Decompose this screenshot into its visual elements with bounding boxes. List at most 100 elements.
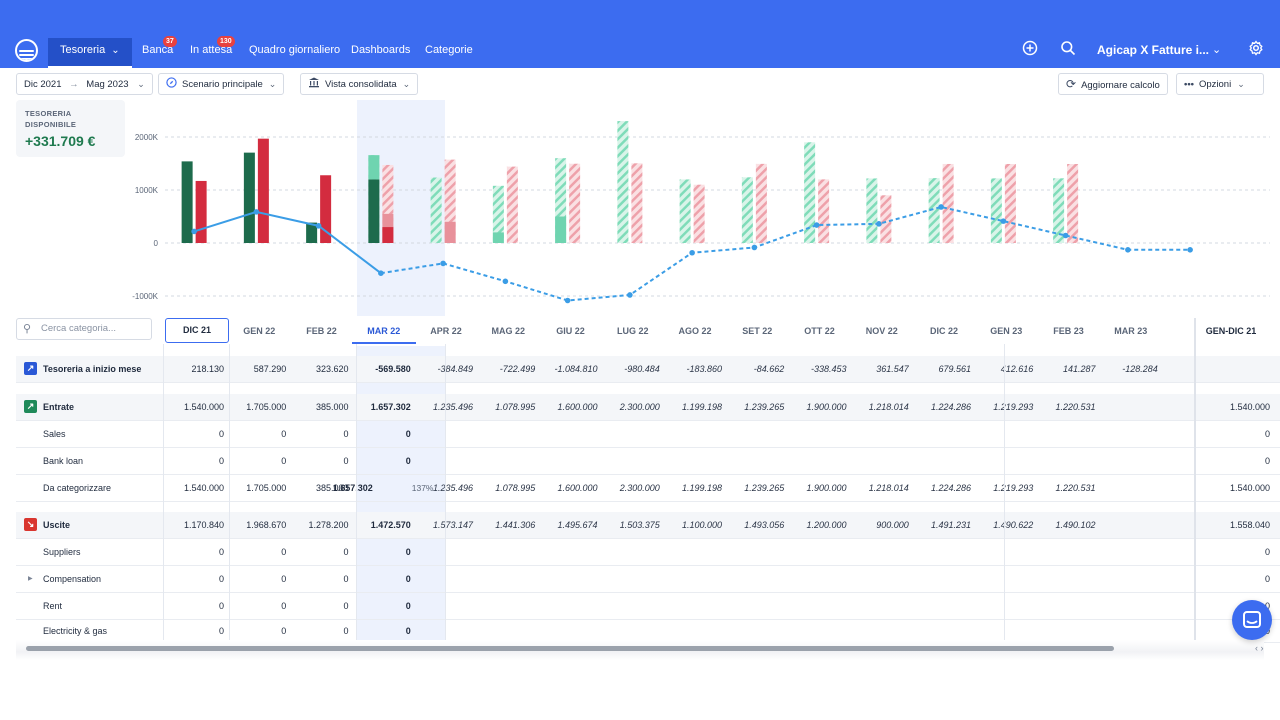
month-header-cell[interactable]: AGO 22 — [678, 326, 712, 336]
month-header-cell[interactable]: MAG 22 — [491, 326, 525, 336]
table-cell[interactable]: 1.540.000 — [1229, 402, 1270, 412]
table-cell[interactable]: 0 — [343, 547, 349, 557]
nav-tab-tesoreria[interactable]: Tesoreria ⌄ — [48, 38, 132, 68]
table-cell[interactable]: 0 — [218, 456, 224, 466]
table-cell[interactable]: 1.705.000 — [246, 483, 287, 493]
table-cell[interactable]: 1.224.286 — [930, 402, 971, 412]
table-cell[interactable]: 1.558.040 — [1229, 520, 1270, 530]
month-header-cell[interactable]: MAR 23 — [1114, 326, 1148, 336]
table-cell[interactable]: 0 — [218, 429, 224, 439]
table-cell[interactable]: 2.300.000 — [619, 402, 660, 412]
table-cell[interactable]: 1.540.000 — [1229, 483, 1270, 493]
table-cell[interactable]: 1.600.000 — [557, 483, 598, 493]
table-section-row[interactable]: ↗ Tesoreria a inizio mese 218.130 587.290 32… — [16, 356, 1280, 382]
month-header-cell[interactable]: GEN 22 — [243, 326, 276, 336]
date-range-selector[interactable]: Dic 2021 → Mag 2023 ⌄ — [16, 73, 153, 95]
table-row[interactable]: Bank loan 0 0 0 0 0 — [16, 448, 1280, 474]
table-cell[interactable]: 1.200.000 — [806, 520, 847, 530]
table-cell[interactable]: 0 — [405, 456, 411, 466]
nav-tab-quadro-giornaliero[interactable]: Quadro giornaliero — [249, 38, 340, 68]
chevron-down-icon[interactable]: ⌄ — [1212, 44, 1222, 56]
table-cell[interactable]: 0 — [281, 429, 287, 439]
table-cell[interactable]: 1.078.995 — [495, 483, 536, 493]
table-cell[interactable]: 1.199.198 — [681, 483, 722, 493]
table-cell[interactable]: 1.493.056 — [744, 520, 785, 530]
agicap-logo-icon[interactable] — [15, 39, 38, 62]
table-row[interactable]: Da categorizzare 1.540.000 1.705.000 385.00… — [16, 475, 1280, 501]
table-cell[interactable]: 0 — [343, 429, 349, 439]
table-cell[interactable]: 0 — [405, 429, 411, 439]
table-cell[interactable]: -569.580 — [375, 364, 411, 374]
add-circle-icon[interactable] — [1020, 40, 1040, 60]
table-cell[interactable]: 0 — [343, 574, 349, 584]
table-cell[interactable]: 1.540.000 — [183, 483, 224, 493]
table-cell[interactable]: -183.860 — [686, 364, 722, 374]
table-cell[interactable]: 1.235.496 — [432, 483, 473, 493]
gear-icon[interactable] — [1246, 40, 1266, 60]
table-cell[interactable]: 1.218.014 — [868, 483, 909, 493]
options-menu-button[interactable]: ••• Opzioni ⌄ — [1176, 73, 1264, 95]
table-cell[interactable]: 1.657.302 — [332, 483, 373, 493]
table-cell[interactable]: 1.219.293 — [993, 402, 1034, 412]
table-cell[interactable]: 587.290 — [253, 364, 287, 374]
table-cell[interactable]: 1.224.286 — [930, 483, 971, 493]
table-cell[interactable]: 0 — [405, 574, 411, 584]
month-header-cell[interactable]: APR 22 — [430, 326, 462, 336]
nav-tab-dashboards[interactable]: Dashboards — [351, 38, 410, 68]
table-cell[interactable]: 1.705.000 — [246, 402, 287, 412]
table-cell[interactable]: 0 — [1264, 429, 1270, 439]
table-cell[interactable]: 1.968.670 — [246, 520, 287, 530]
table-cell[interactable]: 900.000 — [876, 520, 909, 530]
nav-tab-banca[interactable]: Banca 37 — [142, 36, 177, 68]
table-cell[interactable]: 412.616 — [1000, 364, 1034, 374]
table-cell[interactable]: 0 — [218, 626, 224, 636]
scroll-arrows-icon[interactable]: ‹ › — [1255, 643, 1264, 653]
table-cell[interactable]: 385.000 — [315, 483, 349, 493]
month-header-cell[interactable]: DIC 21 — [165, 318, 229, 343]
table-cell[interactable]: -1.084.810 — [554, 364, 598, 374]
table-cell[interactable]: 1.900.000 — [806, 402, 847, 412]
chat-support-button[interactable] — [1232, 600, 1272, 640]
table-cell[interactable]: 0 — [343, 626, 349, 636]
table-cell[interactable]: 1.235.496 — [432, 402, 473, 412]
table-cell[interactable]: -128.284 — [1122, 364, 1158, 374]
table-cell[interactable]: -338.453 — [810, 364, 847, 374]
table-cell[interactable]: 0 — [218, 574, 224, 584]
month-header-cell[interactable]: GIU 22 — [556, 326, 585, 336]
view-selector[interactable]: Vista consolidata ⌄ — [300, 73, 419, 95]
table-cell[interactable]: 1.495.674 — [557, 520, 598, 530]
month-header-cell[interactable]: SET 22 — [742, 326, 773, 336]
table-section-row[interactable]: ↘ Uscite 1.170.840 1.968.670 1.278.200 1.472.… — [16, 512, 1280, 538]
month-header-cell[interactable]: OTT 22 — [804, 326, 835, 336]
table-cell[interactable]: 1.239.265 — [744, 483, 785, 493]
table-cell[interactable]: 1.219.293 — [993, 483, 1034, 493]
table-cell[interactable]: 0 — [343, 601, 349, 611]
table-cell[interactable]: 0 — [281, 547, 287, 557]
table-cell[interactable]: 218.130 — [191, 364, 224, 374]
table-cell[interactable]: 1.170.840 — [183, 520, 224, 530]
table-cell[interactable]: 1.472.570 — [370, 520, 411, 530]
table-cell[interactable]: 1.100.000 — [681, 520, 722, 530]
table-cell[interactable]: 0 — [281, 456, 287, 466]
table-cell[interactable]: 0 — [1264, 547, 1270, 557]
table-cell[interactable]: 385.000 — [315, 402, 349, 412]
table-cell[interactable]: -384.849 — [437, 364, 473, 374]
table-cell[interactable]: -722.499 — [499, 364, 536, 374]
table-cell[interactable]: 1.490.102 — [1055, 520, 1096, 530]
table-cell[interactable]: 0 — [405, 601, 411, 611]
table-cell[interactable]: 1.220.531 — [1055, 402, 1096, 412]
month-header-cell[interactable]: GEN 23 — [990, 326, 1023, 336]
table-row[interactable]: Suppliers 0 0 0 0 0 — [16, 539, 1280, 565]
table-cell[interactable]: 0 — [281, 626, 287, 636]
table-cell[interactable]: 1.078.995 — [495, 402, 536, 412]
table-cell[interactable]: 1.220.531 — [1055, 483, 1096, 493]
table-cell[interactable]: -980.484 — [624, 364, 660, 374]
table-cell[interactable]: 0 — [343, 456, 349, 466]
table-row[interactable]: Rent 0 0 0 0 0 — [16, 593, 1280, 619]
table-cell[interactable]: -84.662 — [753, 364, 785, 374]
table-cell[interactable]: 361.547 — [876, 364, 909, 374]
table-cell[interactable]: 0 — [218, 547, 224, 557]
scenario-selector[interactable]: Scenario principale ⌄ — [158, 73, 285, 95]
table-cell[interactable]: 1.239.265 — [744, 402, 785, 412]
refresh-calculation-button[interactable]: ⟳ Aggiornare calcolo — [1058, 73, 1168, 95]
